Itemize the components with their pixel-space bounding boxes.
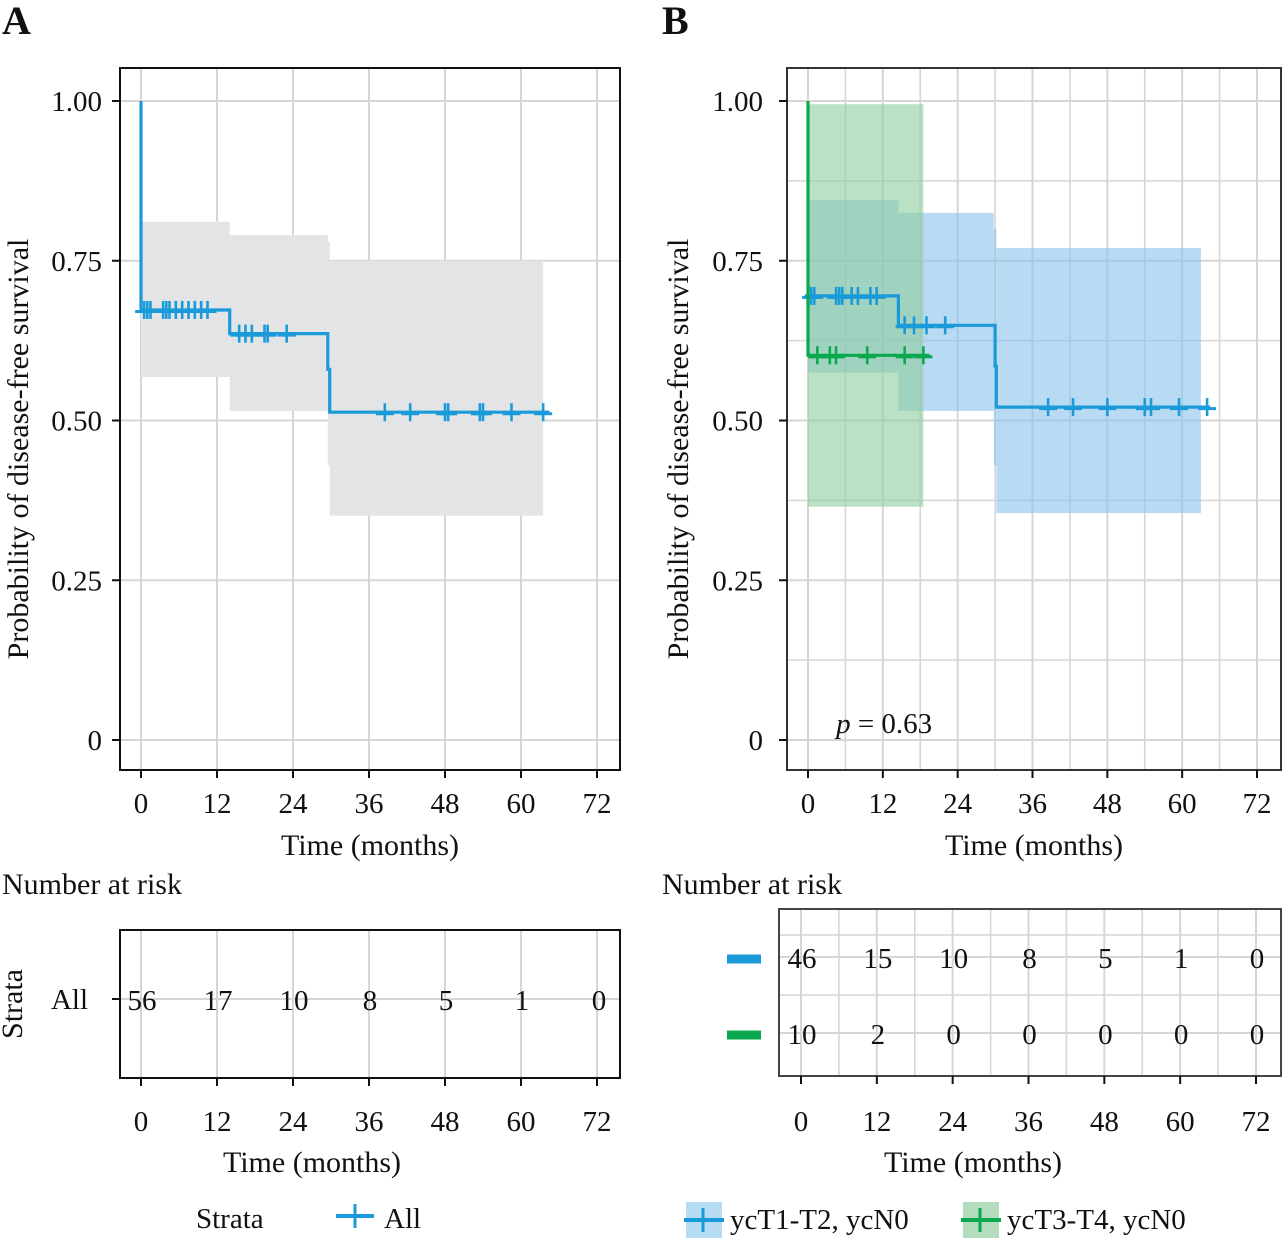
risk-row-label: All [51,984,88,1016]
y-tick-label: 0.25 [712,565,763,597]
risk-count: 10 [280,985,309,1017]
x-tick-label: 0 [801,788,816,820]
x-tick-label: 36 [1014,1106,1043,1138]
risk-count: 0 [1250,1019,1265,1051]
x-tick-label: 72 [1243,788,1272,820]
risk-count: 10 [939,943,968,975]
risk-table-title: Number at risk [2,868,182,901]
x-tick-label: 0 [794,1106,809,1138]
x-tick-label: 72 [583,1106,612,1138]
x-tick-label: 48 [1093,788,1122,820]
y-tick-label: 1.00 [51,86,102,118]
y-tick-label: 0.50 [712,406,763,438]
panel-a-survival-plot: 0 0.25 0.50 0.75 1.00 0 12 24 36 48 60 72 Time (mont… [2,67,621,862]
x-tick-label: 12 [868,788,897,820]
risk-count: 0 [1098,1019,1113,1051]
x-tick-label: 24 [279,788,309,820]
x-tick-label: 60 [1168,788,1197,820]
risk-count: 8 [1022,943,1037,975]
x-tick-label: 72 [1242,1106,1271,1138]
y-tick-label: 0 [749,725,764,757]
risk-table-x-label: Time (months) [223,1146,401,1179]
risk-count: 10 [788,1019,817,1051]
risk-count: 0 [592,985,607,1017]
x-tick-label: 0 [134,788,149,820]
confidence-band-1 [229,235,328,411]
y-tick-label: 0.75 [712,246,763,278]
legend-label: ycT1-T2, ycN0 [730,1204,909,1236]
risk-count: 0 [1250,943,1265,975]
legend-title: Strata [196,1203,264,1235]
x-tick-label: 12 [203,788,232,820]
x-tick-label: 36 [355,1106,384,1138]
risk-count: 8 [363,985,378,1017]
risk-count: 5 [1098,943,1113,975]
risk-count: 1 [1174,943,1189,975]
confidence-band-1 [996,247,1201,514]
y-tick-label: 0 [88,725,103,757]
legend-label: ycT3-T4, ycN0 [1007,1204,1186,1236]
legend-label: All [384,1203,421,1235]
survival-curve-2 [806,101,930,357]
risk-count: 2 [871,1019,886,1051]
plot-area [802,101,1217,514]
x-tick-label: 36 [355,788,384,820]
x-axis-label: Time (months) [945,829,1123,862]
risk-grid [779,909,1281,1076]
plot-frame [786,67,1282,771]
p-value-annotation: p = 0.63 [834,708,932,740]
risk-table-frame [778,908,1282,1077]
x-tick-label: 48 [431,788,460,820]
x-tick-label: 24 [279,1106,309,1138]
x-tick-label: 12 [862,1106,891,1138]
panel-label-b: B [662,0,689,43]
x-axis-label: Time (months) [281,829,459,862]
x-tick-label: 12 [203,1106,232,1138]
y-tick-label: 0.25 [51,565,102,597]
x-tick-label: 24 [938,1106,968,1138]
risk-count: 15 [863,943,892,975]
y-tick-label: 1.00 [712,86,763,118]
x-tick-label: 60 [1166,1106,1195,1138]
confidence-band-1 [329,260,544,516]
risk-count: 5 [439,985,454,1017]
x-tick-label: 0 [134,1106,149,1138]
risk-count: 17 [204,985,233,1017]
risk-grid [120,930,620,1078]
y-tick-label: 0.75 [51,246,102,278]
confidence-band-2 [808,104,924,507]
x-tick-label: 36 [1018,788,1047,820]
y-axis-label: Probability of disease-free survival [662,239,695,660]
confidence-band-1 [141,221,230,378]
panel-a-legend: Strata All [196,1203,421,1235]
risk-table-x-label: Time (months) [884,1146,1062,1179]
x-tick-label: 48 [1090,1106,1119,1138]
survival-curve-1 [804,294,1211,409]
panel-label-a: A [2,0,31,43]
y-axis-label: Probability of disease-free survival [2,239,35,660]
panel-b-survival-plot: 0 0.25 0.50 0.75 1.00 0 12 24 36 48 60 72 Time (mont… [662,67,1282,862]
x-tick-label: 48 [431,1106,460,1138]
risk-table-y-label: Strata [0,969,29,1039]
plot-area [135,101,553,516]
risk-count: 0 [1022,1019,1037,1051]
risk-count: 0 [946,1019,961,1051]
risk-table-title: Number at risk [662,868,842,901]
risk-count: 46 [788,943,817,975]
y-tick-label: 0.50 [51,406,102,438]
x-tick-label: 72 [583,788,612,820]
risk-count: 1 [515,985,530,1017]
panel-b-legend: ycT1-T2, ycN0 ycT3-T4, ycN0 [684,1202,1186,1238]
x-tick-label: 24 [943,788,973,820]
risk-count: 56 [128,985,157,1017]
p-value-symbol: p [834,708,851,740]
risk-count: 0 [1174,1019,1189,1051]
x-tick-label: 60 [507,1106,536,1138]
x-tick-label: 60 [507,788,536,820]
p-value-text: = 0.63 [851,708,933,740]
